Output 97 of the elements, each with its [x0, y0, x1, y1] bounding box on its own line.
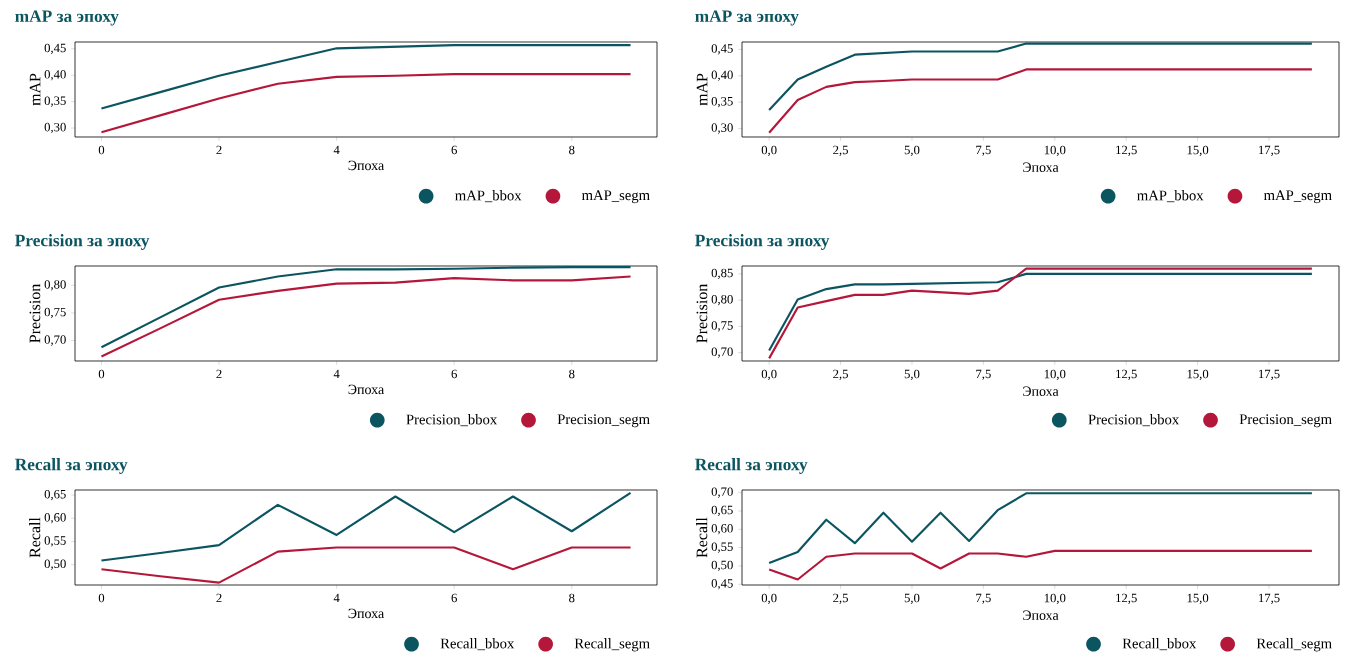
- y-axis-title: Recall: [696, 517, 708, 558]
- line-series: [100, 491, 632, 562]
- y-tick-label: 0,35: [711, 96, 733, 108]
- y-tick-label: 0,45: [711, 44, 733, 55]
- y-tick-label: 0,30: [44, 122, 66, 134]
- y-tick-label: 0,65: [711, 505, 733, 517]
- x-tick-label: 7,5: [976, 593, 991, 604]
- y-tick-label: 0,35: [44, 96, 66, 107]
- x-tick-label: 5,0: [904, 593, 920, 605]
- y-tick-label: 0,70: [44, 335, 66, 346]
- y-tick-label: 0,70: [711, 487, 733, 498]
- y-tick-label: 0,60: [44, 513, 66, 524]
- x-tick-label: 10,0: [1044, 145, 1066, 157]
- legend-label: Precision_bbox: [1088, 414, 1180, 427]
- x-tick-label: 5,0: [904, 145, 920, 157]
- legend-label: Recall_bbox: [1122, 638, 1197, 651]
- y-tick-label: 0,50: [711, 560, 733, 572]
- legend-label: mAP_segm: [581, 190, 650, 204]
- x-axis-title: Эпоха: [348, 160, 385, 171]
- x-tick-label: 0,0: [761, 145, 777, 157]
- x-tick-label: 2: [216, 369, 222, 379]
- x-tick-label: 0,0: [761, 369, 777, 381]
- x-tick-label: 17,5: [1259, 369, 1280, 381]
- x-tick-label: 12,5: [1116, 593, 1137, 605]
- legend-label: Precision_segm: [1239, 414, 1332, 428]
- legend-label: mAP_bbox: [1137, 190, 1204, 203]
- x-axis-title: Эпоха: [348, 384, 385, 395]
- x-tick-label: 2: [216, 593, 222, 603]
- x-tick-label: 12,5: [1116, 369, 1137, 381]
- y-tick-label: 0,80: [44, 280, 66, 291]
- chart-title: mAP за эпоху: [695, 10, 799, 26]
- chart-title: mAP за эпоху: [15, 10, 119, 26]
- x-tick-label: 15,0: [1187, 369, 1209, 381]
- y-tick-label: 0,85: [711, 268, 733, 280]
- legend-label: Recall_segm: [1256, 638, 1332, 652]
- x-tick-label: 8: [569, 369, 575, 379]
- y-tick-label: 0,55: [711, 542, 733, 553]
- legend-label: Recall_bbox: [440, 638, 515, 651]
- x-tick-label: 0,0: [761, 593, 777, 605]
- y-axis-title: mAP: [696, 73, 708, 106]
- y-tick-label: 0,80: [711, 294, 733, 306]
- y-tick-label: 0,55: [44, 536, 66, 547]
- y-tick-label: 0,30: [711, 123, 733, 134]
- y-tick-label: 0,40: [711, 70, 733, 81]
- y-tick-label: 0,50: [44, 559, 66, 570]
- y-tick-label: 0,45: [711, 579, 733, 590]
- y-axis-title: Precision: [29, 283, 41, 343]
- x-tick-label: 10,0: [1044, 593, 1066, 605]
- x-tick-label: 2,5: [833, 369, 848, 381]
- x-tick-label: 17,5: [1259, 593, 1280, 605]
- legend-label: Precision_bbox: [406, 414, 498, 427]
- x-tick-label: 6: [451, 145, 457, 155]
- x-axis-title: Эпоха: [1023, 386, 1059, 396]
- x-axis-title: Эпоха: [348, 608, 385, 619]
- legend-label: mAP_segm: [1263, 190, 1332, 204]
- y-tick-label: 0,75: [711, 321, 733, 332]
- x-tick-label: 0: [98, 145, 105, 155]
- x-tick-label: 4: [333, 369, 340, 379]
- y-tick-label: 0,75: [44, 307, 66, 319]
- x-tick-label: 15,0: [1187, 145, 1209, 157]
- x-tick-label: 12,5: [1116, 145, 1137, 157]
- x-tick-label: 8: [569, 145, 575, 155]
- x-axis-title: Эпоха: [1023, 162, 1059, 172]
- legend-label: Recall_segm: [574, 638, 650, 652]
- y-axis-title: Recall: [29, 517, 41, 558]
- y-tick-label: 0,60: [711, 524, 733, 535]
- y-tick-label: 0,45: [44, 43, 66, 55]
- x-axis-title: Эпоха: [1023, 610, 1059, 620]
- chart-title: Recall за эпоху: [695, 458, 808, 474]
- x-tick-label: 8: [569, 593, 575, 603]
- x-tick-label: 15,0: [1187, 593, 1209, 605]
- x-tick-label: 2,5: [833, 145, 848, 157]
- line-series: [100, 275, 632, 358]
- x-tick-label: 4: [333, 145, 340, 155]
- x-tick-label: 2: [216, 145, 222, 155]
- x-tick-label: 10,0: [1044, 369, 1066, 381]
- chart-title: Recall за эпоху: [15, 458, 128, 474]
- x-tick-label: 0: [98, 369, 105, 379]
- x-tick-label: 6: [451, 369, 457, 379]
- x-tick-label: 0: [98, 593, 105, 603]
- y-tick-label: 0,40: [44, 70, 66, 81]
- y-tick-label: 0,70: [711, 347, 733, 358]
- x-tick-label: 17,5: [1259, 145, 1280, 157]
- y-tick-label: 0,65: [44, 489, 66, 501]
- x-tick-label: 5,0: [904, 369, 920, 381]
- x-tick-label: 6: [451, 593, 457, 603]
- x-tick-label: 7,5: [976, 369, 991, 380]
- x-tick-label: 7,5: [976, 145, 991, 156]
- line-series: [100, 266, 632, 349]
- legend-label: mAP_bbox: [455, 190, 522, 203]
- chart-title: Precision за эпоху: [695, 234, 830, 250]
- y-axis-title: Precision: [696, 283, 708, 343]
- chart-title: Precision за эпоху: [15, 234, 150, 250]
- legend-label: Precision_segm: [557, 414, 650, 428]
- x-tick-label: 2,5: [833, 593, 848, 605]
- y-axis-title: mAP: [29, 73, 41, 106]
- x-tick-label: 4: [333, 593, 340, 603]
